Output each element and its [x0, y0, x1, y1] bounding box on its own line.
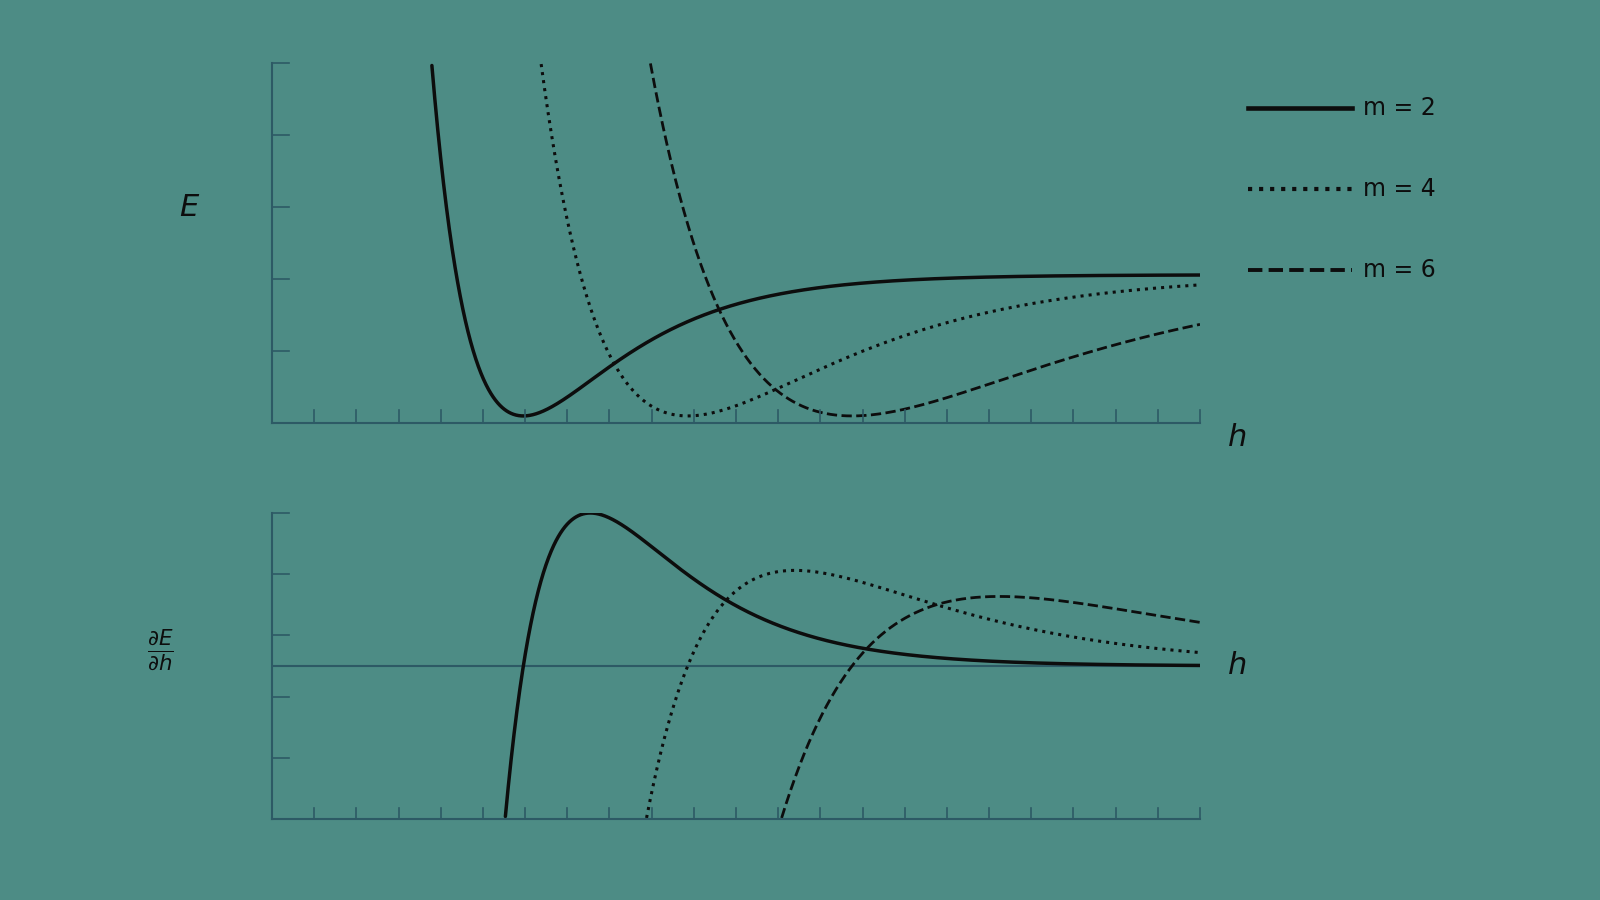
Text: m = 6: m = 6: [1363, 258, 1435, 282]
Text: E: E: [179, 193, 198, 221]
Text: m = 2: m = 2: [1363, 96, 1435, 120]
Text: h: h: [1227, 423, 1248, 452]
Text: h: h: [1227, 652, 1248, 680]
Text: m = 4: m = 4: [1363, 177, 1435, 201]
Text: $\frac{\partial E}{\partial h}$: $\frac{\partial E}{\partial h}$: [147, 627, 174, 674]
